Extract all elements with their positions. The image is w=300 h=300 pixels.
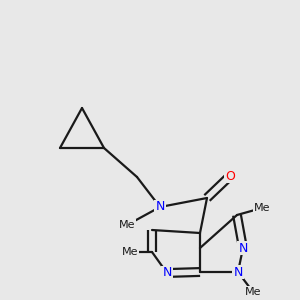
Text: N: N (233, 266, 243, 278)
Text: N: N (155, 200, 165, 214)
Text: N: N (162, 266, 172, 280)
Text: Me: Me (122, 247, 138, 257)
Text: Me: Me (254, 203, 270, 213)
Text: Me: Me (119, 220, 135, 230)
Text: Me: Me (245, 287, 261, 297)
Text: N: N (238, 242, 248, 254)
Text: O: O (225, 169, 235, 182)
